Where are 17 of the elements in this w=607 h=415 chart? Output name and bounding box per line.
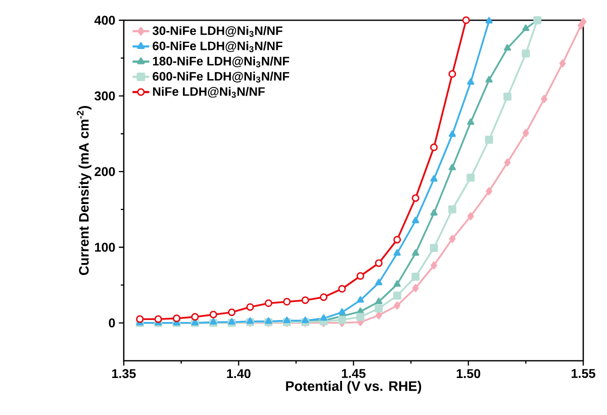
y-tick-label: 400 — [94, 16, 115, 24]
x-tick-label: 1.55 — [572, 368, 596, 378]
legend-label: 180-NiFe LDH@Ni$_{3}$N/NF — [153, 56, 290, 68]
x-tick-label: 1.40 — [227, 368, 250, 378]
legend-label: 600-NiFe LDH@Ni$_{3}$N/NF — [152, 71, 290, 82]
legend-label: 30-NiFe LDH@Ni$_{3}$N/NF — [152, 26, 282, 37]
x-tick-label: 1.50 — [456, 368, 480, 378]
x-axis-title: Potential (V vs. RHE) — [286, 380, 422, 394]
legend-label: NiFe LDH@Ni$_{3}$N/NF — [153, 86, 265, 98]
y-tick-label: 100 — [95, 242, 115, 252]
y-tick-label: 0 — [108, 318, 115, 328]
y-tick-label: 300 — [94, 91, 115, 100]
y-axis-title: Current Density (mA cm$^{-2}$) — [76, 106, 92, 275]
legend-label: 60-NiFe LDH@Ni$_{3}$N/NF — [152, 41, 282, 52]
y-tick-label: 200 — [94, 166, 115, 176]
x-tick-label: 1.45 — [342, 368, 366, 378]
x-tick-label: 1.35 — [112, 368, 136, 378]
